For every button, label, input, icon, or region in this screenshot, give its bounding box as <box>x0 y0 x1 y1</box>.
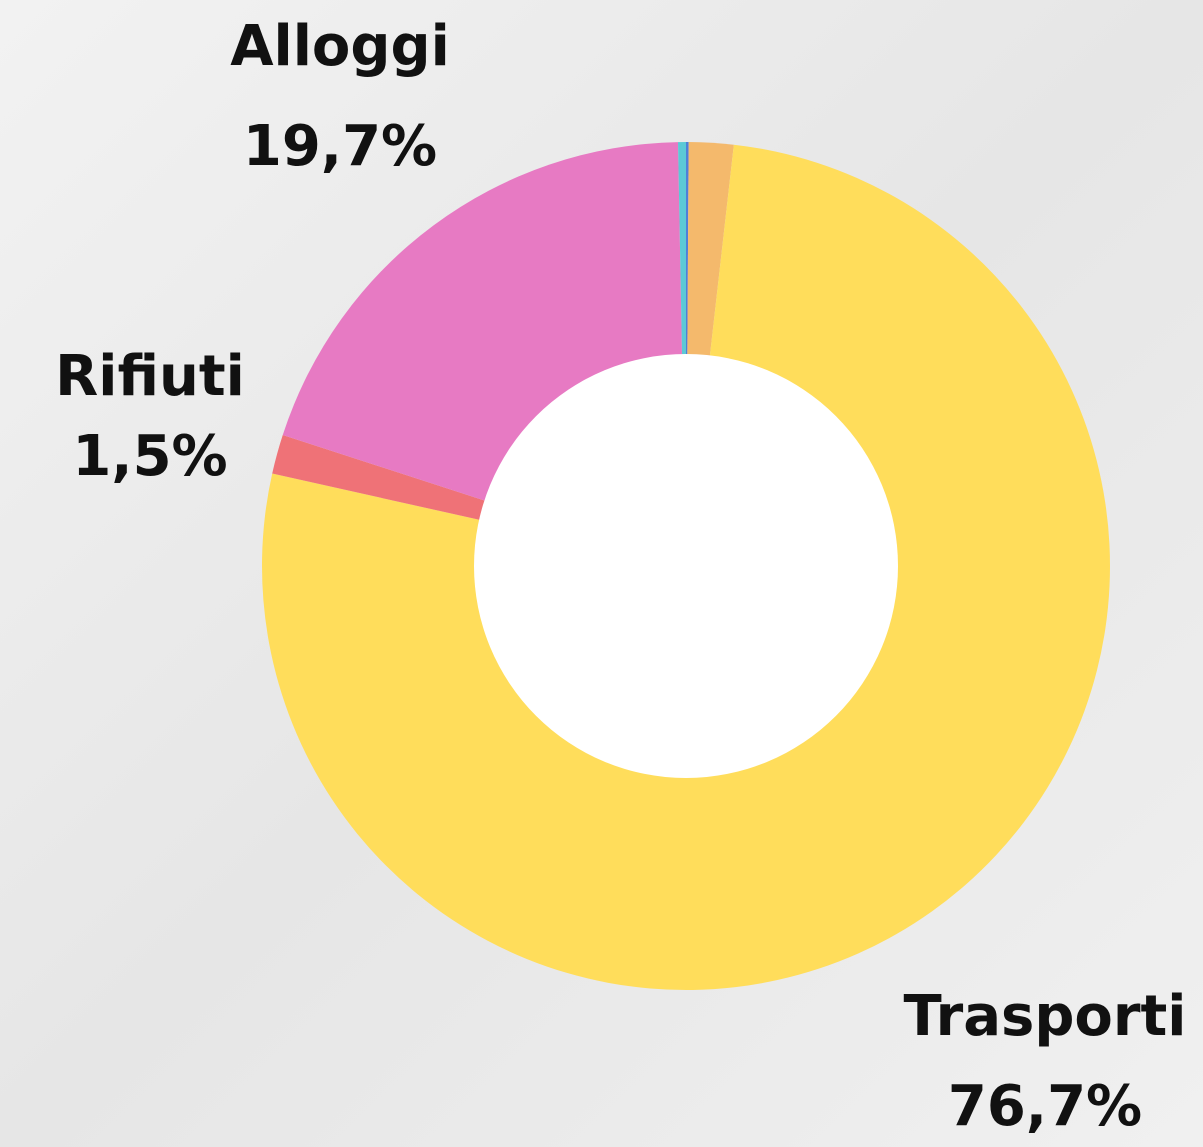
slice-label: Alloggi <box>230 14 450 79</box>
slice-label: Rifiuti <box>55 344 245 409</box>
slice-label: Trasporti <box>904 984 1187 1049</box>
value-label: 19,7% <box>243 114 437 179</box>
donut-hole <box>474 354 898 778</box>
page: Trasporti76,7%Rifiuti1,5%Alloggi19,7% ((… <box>0 0 1203 1147</box>
chart: Trasporti 76,7% Rifiuti 1,5% Alloggi 19,7% <box>0 0 1203 1147</box>
value-label: 1,5% <box>72 424 227 489</box>
value-label: 76,7% <box>948 1074 1142 1139</box>
